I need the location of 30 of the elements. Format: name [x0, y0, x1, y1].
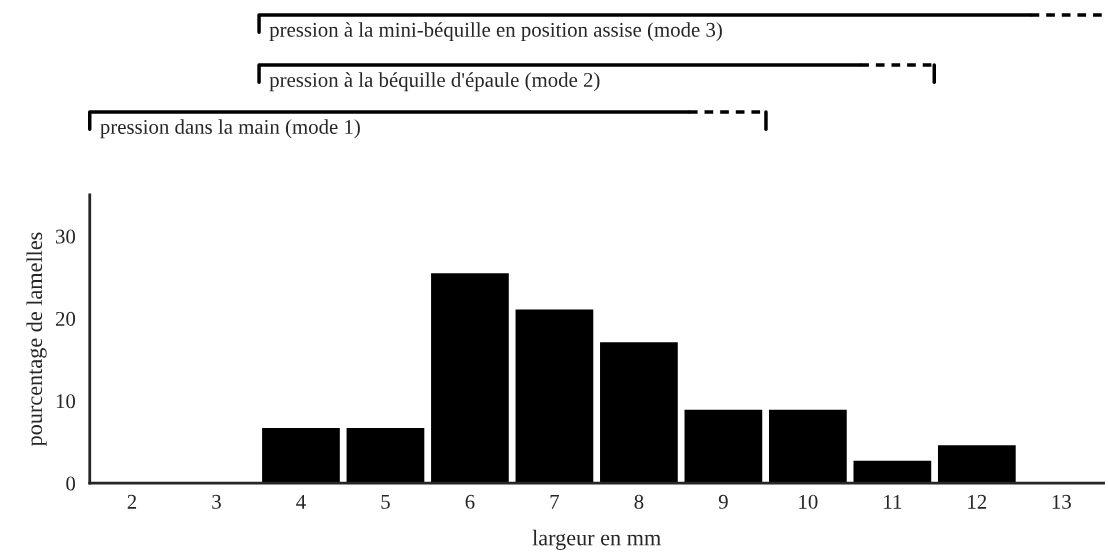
y-axis-title: pourcentage de lamelles [26, 232, 47, 447]
bar [346, 427, 425, 484]
bar [600, 342, 678, 484]
x-tick-label: 7 [550, 495, 560, 509]
bar [684, 409, 763, 484]
x-tick-label: 12 [968, 494, 987, 509]
text: pression à la béquille d'épaule (mode 2) [269, 72, 600, 92]
x-tick-label: 5 [381, 495, 390, 509]
x-tick-label: 2 [127, 494, 137, 509]
text: pression dans la main (mode 1) [100, 119, 360, 139]
x-tick-label: 10 [799, 494, 818, 509]
bar [769, 409, 847, 484]
x-axis-title: largeur en mm [532, 529, 661, 550]
text: pression à la mini-béquille en position assise (mode 3) [269, 22, 722, 42]
x-tick-label: 8 [634, 494, 644, 509]
bar [262, 427, 340, 484]
y-tick-label: 20 [55, 311, 76, 326]
y-tick-label: 0 [66, 476, 76, 491]
x-tick-label: 4 [296, 494, 306, 509]
bar [853, 460, 932, 484]
x-tick-label: 11 [884, 494, 902, 509]
bar [515, 309, 594, 484]
x-tick-label: 3 [212, 494, 221, 509]
y-tick-label: 30 [56, 229, 76, 244]
x-tick-label: 9 [718, 494, 728, 509]
x-tick-label: 13 [1052, 494, 1071, 509]
y-tick-label: 10 [56, 394, 76, 409]
bar [431, 273, 509, 484]
bar [937, 445, 1016, 484]
x-tick-label: 6 [465, 494, 475, 509]
